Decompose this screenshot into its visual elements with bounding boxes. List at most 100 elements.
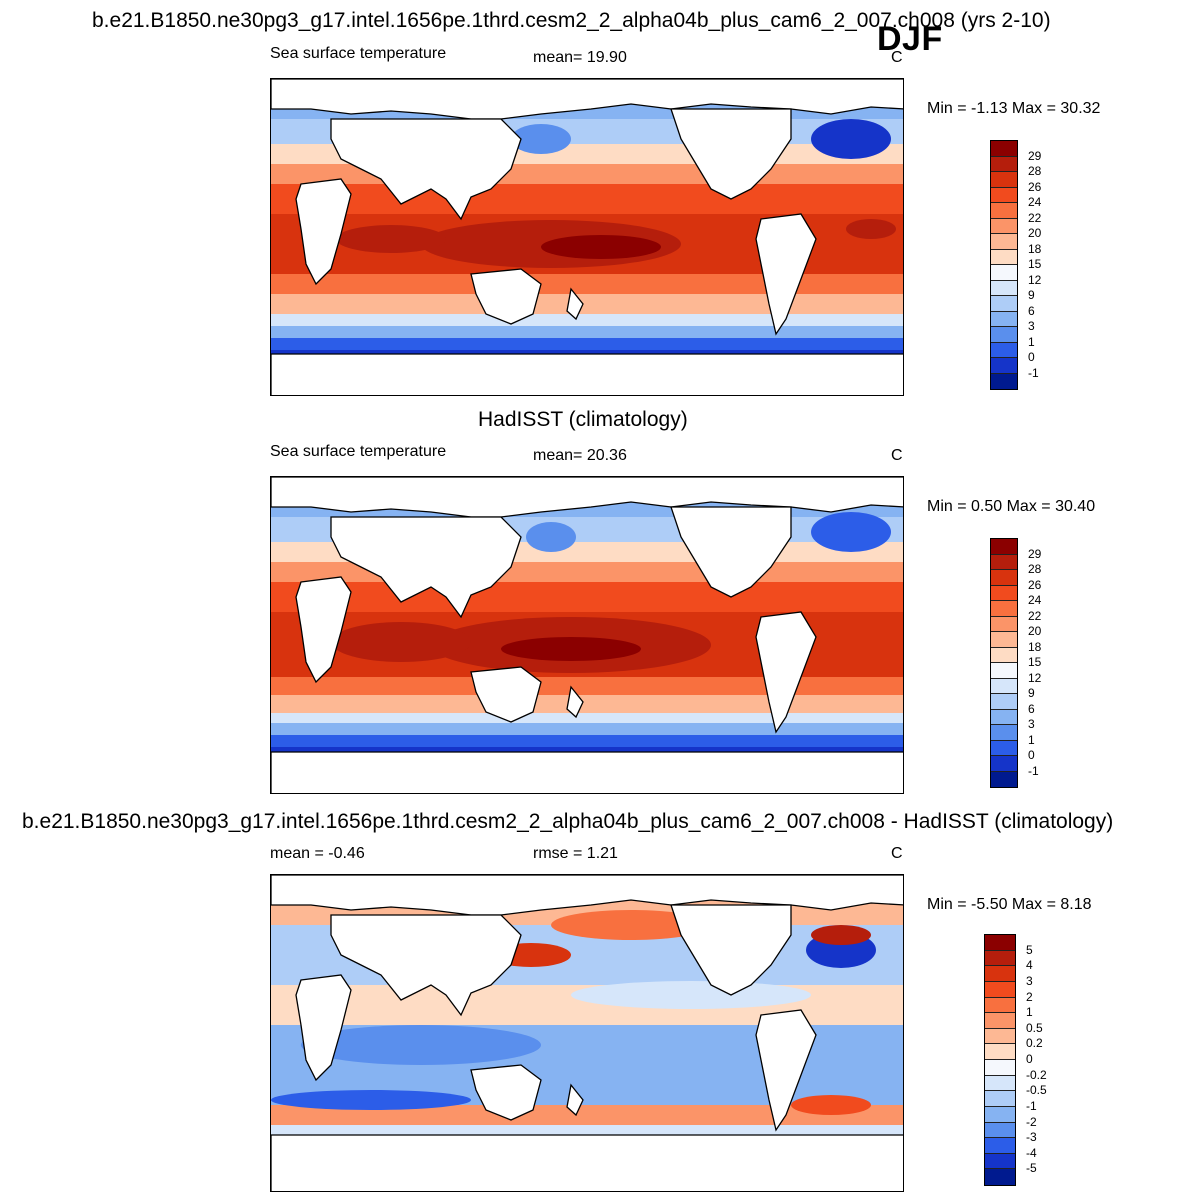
colorbar-segment <box>985 1122 1015 1139</box>
colorbar-tick-label: 18 <box>1028 241 1042 256</box>
panel2-colorbar <box>990 538 1018 788</box>
colorbar-tick-label: 26 <box>1028 179 1042 194</box>
colorbar-tick-label: 18 <box>1028 639 1042 654</box>
colorbar-segment <box>991 647 1017 663</box>
colorbar-segment <box>991 601 1017 617</box>
colorbar-tick-label: 0.2 <box>1026 1036 1043 1051</box>
colorbar-tick-label: -5 <box>1026 1161 1037 1176</box>
colorbar-segment <box>991 756 1017 772</box>
panel2-mean-label: mean= 20.36 <box>533 447 627 464</box>
colorbar-segment <box>985 1060 1015 1076</box>
colorbar-tick-label: 28 <box>1028 164 1042 178</box>
colorbar-segment <box>991 694 1017 710</box>
colorbar-tick-label: 6 <box>1028 303 1035 318</box>
colorbar-tick-label: -2 <box>1026 1114 1037 1129</box>
colorbar-tick-label: 28 <box>1028 562 1042 576</box>
colorbar-segment <box>991 771 1017 787</box>
colorbar-segment <box>985 935 1015 951</box>
colorbar-segment <box>985 981 1015 998</box>
panel2-title: HadISST (climatology) <box>478 408 688 431</box>
panel1-minmax: Min = -1.13 Max = 30.32 <box>927 100 1101 117</box>
colorbar-segment <box>985 966 1015 982</box>
colorbar-segment <box>991 539 1017 555</box>
colorbar-segment <box>985 1044 1015 1060</box>
colorbar-tick-label: -3 <box>1026 1130 1037 1145</box>
colorbar-segment <box>991 725 1017 741</box>
colorbar-tick-label: 24 <box>1028 593 1042 607</box>
colorbar-segment <box>991 327 1017 343</box>
panel1-mean-label: mean= 19.90 <box>533 49 627 66</box>
season-label: DJF <box>877 20 943 58</box>
colorbar-segment <box>991 311 1017 327</box>
colorbar-segment <box>991 187 1017 203</box>
colorbar-tick-label: 4 <box>1026 958 1033 973</box>
colorbar-tick-label: 2 <box>1026 989 1033 1004</box>
colorbar-segment <box>991 218 1017 234</box>
colorbar-tick-label: 3 <box>1028 319 1035 333</box>
colorbar-tick-label: 20 <box>1028 624 1042 638</box>
figure-title: b.e21.B1850.ne30pg3_g17.intel.1656pe.1th… <box>92 9 1051 32</box>
panel3-minmax: Min = -5.50 Max = 8.18 <box>927 896 1092 913</box>
colorbar-segment <box>991 249 1017 265</box>
colorbar-segment <box>991 678 1017 694</box>
panel3-rmse-label: rmse = 1.21 <box>533 845 618 862</box>
colorbar-segment <box>991 156 1017 172</box>
colorbar-tick-label: -4 <box>1026 1145 1037 1160</box>
colorbar-segment <box>991 663 1017 679</box>
colorbar-segment <box>985 950 1015 967</box>
panel2-minmax: Min = 0.50 Max = 30.40 <box>927 498 1096 515</box>
colorbar-tick-label: 24 <box>1028 195 1042 209</box>
colorbar-tick-label: 3 <box>1026 973 1033 988</box>
colorbar-tick-label: -1 <box>1028 763 1039 778</box>
colorbar-tick-label: 3 <box>1028 717 1035 731</box>
panel3-map <box>270 874 904 1192</box>
colorbar-tick-label: 5 <box>1026 942 1033 957</box>
colorbar-segment <box>985 997 1015 1014</box>
colorbar-segment <box>985 1169 1015 1185</box>
colorbar-segment <box>991 585 1017 601</box>
colorbar-segment <box>991 280 1017 296</box>
colorbar-segment <box>991 358 1017 374</box>
colorbar-tick-label: 29 <box>1028 148 1042 163</box>
colorbar-segment <box>991 141 1017 157</box>
colorbar-tick-label: 26 <box>1028 577 1042 592</box>
colorbar-segment <box>985 1028 1015 1045</box>
colorbar-tick-label: 15 <box>1028 257 1042 271</box>
colorbar-tick-label: -1 <box>1028 365 1039 380</box>
colorbar-tick-label: 12 <box>1028 272 1042 287</box>
colorbar-tick-label: -0.5 <box>1026 1083 1047 1098</box>
panel3-title: b.e21.B1850.ne30pg3_g17.intel.1656pe.1th… <box>22 810 1114 833</box>
colorbar-segment <box>991 632 1017 648</box>
colorbar-tick-label: 0 <box>1028 748 1035 762</box>
colorbar-tick-label: 0 <box>1028 350 1035 364</box>
colorbar-segment <box>991 616 1017 632</box>
colorbar-segment <box>985 1138 1015 1154</box>
colorbar-segment <box>985 1091 1015 1107</box>
panel3-mean-label: mean = -0.46 <box>270 845 365 862</box>
colorbar-segment <box>991 265 1017 281</box>
colorbar-tick-label: 22 <box>1028 210 1042 225</box>
colorbar-segment <box>991 570 1017 586</box>
colorbar-segment <box>985 1013 1015 1029</box>
colorbar-tick-label: 12 <box>1028 670 1042 685</box>
colorbar-segment <box>991 740 1017 756</box>
panel2-variable-label: Sea surface temperature <box>270 443 447 460</box>
colorbar-segment <box>991 234 1017 250</box>
colorbar-segment <box>985 1106 1015 1123</box>
panel1-variable-label: Sea surface temperature <box>270 45 447 62</box>
colorbar-tick-label: 9 <box>1028 288 1035 302</box>
colorbar-tick-label: 15 <box>1028 655 1042 669</box>
colorbar-segment <box>991 172 1017 188</box>
colorbar-segment <box>991 342 1017 358</box>
colorbar-tick-label: -0.2 <box>1026 1067 1047 1082</box>
colorbar-tick-label: 9 <box>1028 686 1035 700</box>
panel1-colorbar <box>990 140 1018 390</box>
colorbar-segment <box>991 554 1017 570</box>
colorbar-tick-label: 29 <box>1028 546 1042 561</box>
panel1-map <box>270 78 904 396</box>
colorbar-segment <box>991 203 1017 219</box>
colorbar-tick-label: -1 <box>1026 1098 1037 1113</box>
colorbar-tick-label: 1 <box>1026 1005 1033 1020</box>
colorbar-segment <box>985 1153 1015 1170</box>
colorbar-segment <box>991 296 1017 312</box>
